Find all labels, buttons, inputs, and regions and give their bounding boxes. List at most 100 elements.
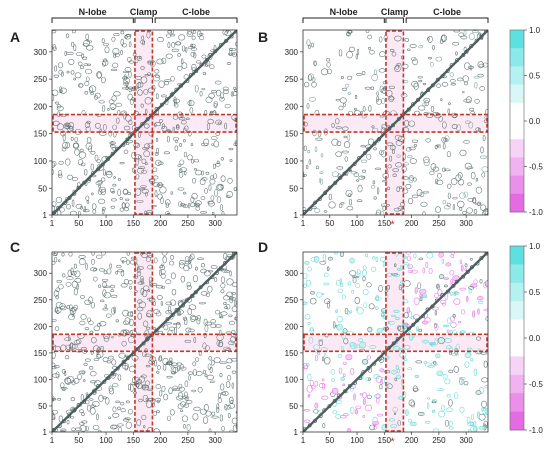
- contour-mark: [306, 385, 313, 393]
- contour-mark: [96, 71, 102, 79]
- contour-mark: [121, 42, 127, 48]
- contour-mark: [204, 188, 209, 194]
- contour-mark: [319, 171, 324, 174]
- contour-mark: [115, 270, 119, 275]
- contour-mark: [186, 31, 193, 37]
- contour-mark: [124, 34, 132, 40]
- contour-mark: [315, 165, 320, 170]
- contour-mark: [71, 427, 76, 432]
- contour-mark: [92, 400, 100, 407]
- contour-mark: [172, 388, 180, 392]
- contour-mark: [464, 81, 469, 86]
- contour-mark: [466, 207, 473, 214]
- contour-mark: [52, 44, 57, 50]
- diagonal-contour: [416, 97, 421, 102]
- clamp-box-horizontal: [52, 113, 237, 133]
- contour-mark: [113, 33, 120, 37]
- contour-mark: [61, 369, 66, 374]
- contour-mark: [115, 319, 119, 323]
- contour-mark: [465, 96, 472, 104]
- contour-mark: [459, 406, 465, 413]
- colorbar-tick-label: 0.0: [529, 117, 541, 126]
- contour-mark: [317, 130, 322, 137]
- diagonal-contour: [90, 171, 95, 176]
- contour-mark: [303, 301, 308, 305]
- contour-mark: [320, 178, 323, 185]
- contour-mark: [195, 357, 199, 362]
- contour-mark: [107, 108, 110, 111]
- contour-mark: [326, 266, 330, 272]
- contour-mark: [402, 188, 409, 194]
- contour-mark: [326, 58, 331, 62]
- contour-mark: [138, 301, 146, 309]
- contour-mark: [377, 413, 384, 417]
- contour-mark: [187, 307, 192, 316]
- contour-mark: [156, 370, 160, 374]
- contour-mark: [128, 71, 132, 78]
- contour-mark: [419, 288, 427, 295]
- contour-mark: [381, 203, 388, 207]
- x-tick-label: 1: [50, 219, 55, 228]
- contour-mark: [220, 315, 224, 319]
- contour-mark: [422, 102, 427, 107]
- contour-mark: [138, 154, 142, 161]
- contour-mark: [231, 330, 236, 334]
- contour-mark: [327, 256, 333, 261]
- y-tick-label: 100: [34, 157, 48, 166]
- contour-mark: [94, 154, 99, 162]
- contour-mark: [219, 96, 225, 102]
- contour-mark: [440, 299, 447, 304]
- contour-mark: [152, 175, 159, 180]
- contour-mark: [161, 285, 166, 289]
- contour-mark: [90, 337, 97, 344]
- contour-mark: [308, 97, 317, 102]
- diagonal-contour: [72, 408, 77, 413]
- contour-mark: [55, 302, 63, 309]
- contour-mark: [135, 158, 139, 166]
- contour-mark: [391, 272, 399, 276]
- contour-mark: [110, 68, 118, 71]
- contour-mark: [123, 188, 128, 196]
- contour-mark: [204, 110, 208, 116]
- contour-mark: [318, 178, 322, 183]
- contour-mark: [463, 30, 467, 36]
- diagonal-contour: [445, 68, 450, 73]
- contour-mark: [70, 136, 74, 141]
- contour-mark: [331, 171, 339, 177]
- contour-mark: [176, 362, 183, 366]
- contour-mark: [71, 270, 77, 276]
- y-tick-label: 1: [294, 428, 299, 437]
- contour-mark: [306, 362, 310, 367]
- contour-mark: [481, 377, 488, 383]
- contour-mark: [423, 97, 431, 103]
- contour-mark: [410, 270, 419, 274]
- contour-mark: [111, 336, 114, 339]
- contour-mark: [346, 428, 352, 432]
- panel-label: B: [258, 29, 268, 45]
- contour-mark: [183, 151, 187, 158]
- contour-mark: [388, 321, 395, 325]
- contour-mark: [379, 384, 383, 390]
- contour-mark: [447, 317, 452, 324]
- contour-mark: [200, 263, 206, 268]
- contour-mark: [229, 295, 234, 301]
- contour-mark: [478, 63, 485, 68]
- contour-mark: [438, 116, 443, 122]
- contour-mark: [221, 211, 225, 215]
- contour-mark: [400, 264, 403, 271]
- x-tick-label: 250: [181, 436, 195, 445]
- colorbar-segment: [510, 121, 524, 140]
- contour-mark: [97, 430, 102, 432]
- diagonal-contour: [395, 337, 400, 342]
- contour-mark: [309, 327, 314, 332]
- plot-frame: [302, 251, 489, 433]
- contour-mark: [348, 199, 353, 206]
- diagonal-contour: [465, 269, 470, 274]
- contour-mark: [442, 374, 448, 379]
- contour-mark: [356, 179, 360, 182]
- contour-mark: [396, 186, 400, 192]
- contour-mark: [79, 258, 86, 266]
- contour-mark: [125, 142, 130, 146]
- y-tick-label: 300: [285, 269, 299, 278]
- contour-mark: [115, 102, 122, 107]
